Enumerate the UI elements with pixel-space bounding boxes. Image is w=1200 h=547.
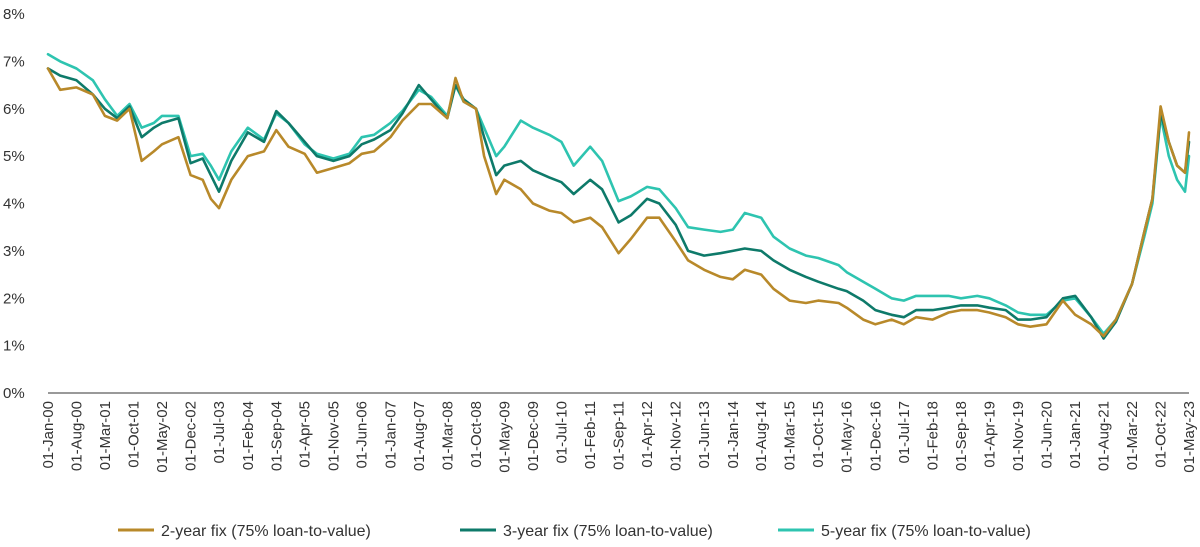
y-tick-label: 7%	[3, 53, 25, 70]
series-lines	[46, 53, 1191, 340]
x-tick-label: 01-Jun-20	[1039, 401, 1056, 469]
x-tick-label: 01-Aug-14	[753, 401, 770, 471]
y-tick-label: 5%	[3, 148, 25, 165]
x-tick-label: 01-Apr-05	[297, 401, 314, 468]
x-tick-label: 01-Dec-02	[183, 401, 200, 471]
x-tick-label: 01-Jan-14	[725, 401, 742, 469]
x-tick-label: 01-Mar-01	[97, 401, 114, 470]
x-axis-ticks: 01-Jan-00 01-Aug-00 01-Mar-01 01-Oct-01 01-M…	[40, 401, 1198, 473]
x-tick-label: 01-May-23	[1181, 401, 1198, 473]
x-tick-label: 01-May-02	[154, 401, 171, 473]
x-tick-label: 01-Aug-07	[411, 401, 428, 471]
y-axis-ticks: 0% 1% 2% 3% 4% 5% 6% 7% 8%	[3, 6, 25, 402]
x-tick-label: 01-Sep-04	[268, 401, 285, 471]
x-tick-label: 01-May-09	[496, 401, 513, 473]
x-tick-label: 01-Oct-22	[1153, 401, 1170, 468]
x-tick-label: 01-Feb-11	[582, 401, 599, 469]
x-tick-label: 01-May-16	[839, 401, 856, 473]
y-tick-label: 1%	[3, 338, 25, 355]
x-tick-label: 01-Oct-01	[126, 401, 143, 468]
x-tick-label: 01-Nov-19	[1010, 401, 1027, 471]
legend: 2-year fix (75% loan-to-value) 3-year fix…	[118, 523, 1031, 540]
x-tick-label: 01-Dec-09	[525, 401, 542, 471]
x-tick-label: 01-Jan-00	[40, 401, 57, 469]
x-tick-label: 01-Dec-16	[867, 401, 884, 471]
x-tick-label: 01-Jul-10	[553, 401, 570, 464]
x-tick-label: 01-Feb-04	[240, 401, 257, 470]
y-tick-label: 8%	[3, 6, 25, 23]
x-tick-label: 01-Aug-00	[69, 401, 86, 471]
series-line-2	[46, 67, 1191, 340]
legend-label: 2-year fix (75% loan-to-value)	[161, 523, 371, 540]
x-tick-label: 01-Feb-18	[925, 401, 942, 470]
y-tick-label: 6%	[3, 101, 25, 118]
legend-label: 5-year fix (75% loan-to-value)	[821, 523, 1031, 540]
x-tick-label: 01-Mar-15	[782, 401, 799, 470]
x-tick-label: 01-Nov-12	[668, 401, 685, 471]
series-line-3	[46, 53, 1191, 336]
x-tick-label: 01-Sep-11	[611, 401, 628, 470]
y-tick-label: 0%	[3, 385, 25, 402]
y-tick-label: 4%	[3, 196, 25, 213]
x-tick-label: 01-Jan-21	[1067, 401, 1084, 469]
y-tick-label: 2%	[3, 290, 25, 307]
x-tick-label: 01-Apr-12	[639, 401, 656, 468]
x-tick-label: 01-Jun-13	[696, 401, 713, 469]
x-tick-label: 01-Jun-06	[354, 401, 371, 469]
x-tick-label: 01-Mar-22	[1124, 401, 1141, 470]
x-tick-label: 01-Mar-08	[439, 401, 456, 470]
x-tick-label: 01-Jul-03	[211, 401, 228, 464]
series-line-1	[46, 67, 1191, 338]
legend-label: 3-year fix (75% loan-to-value)	[503, 523, 713, 540]
x-tick-label: 01-Jul-17	[896, 401, 913, 464]
x-tick-label: 01-Nov-05	[325, 401, 342, 471]
x-tick-label: 01-Apr-19	[981, 401, 998, 468]
x-tick-label: 01-Aug-21	[1096, 401, 1113, 471]
x-tick-label: 01-Jan-07	[382, 401, 399, 469]
x-tick-label: 01-Oct-15	[810, 401, 827, 468]
y-tick-label: 3%	[3, 243, 25, 260]
x-tick-label: 01-Oct-08	[468, 401, 485, 468]
x-tick-label: 01-Sep-18	[953, 401, 970, 471]
